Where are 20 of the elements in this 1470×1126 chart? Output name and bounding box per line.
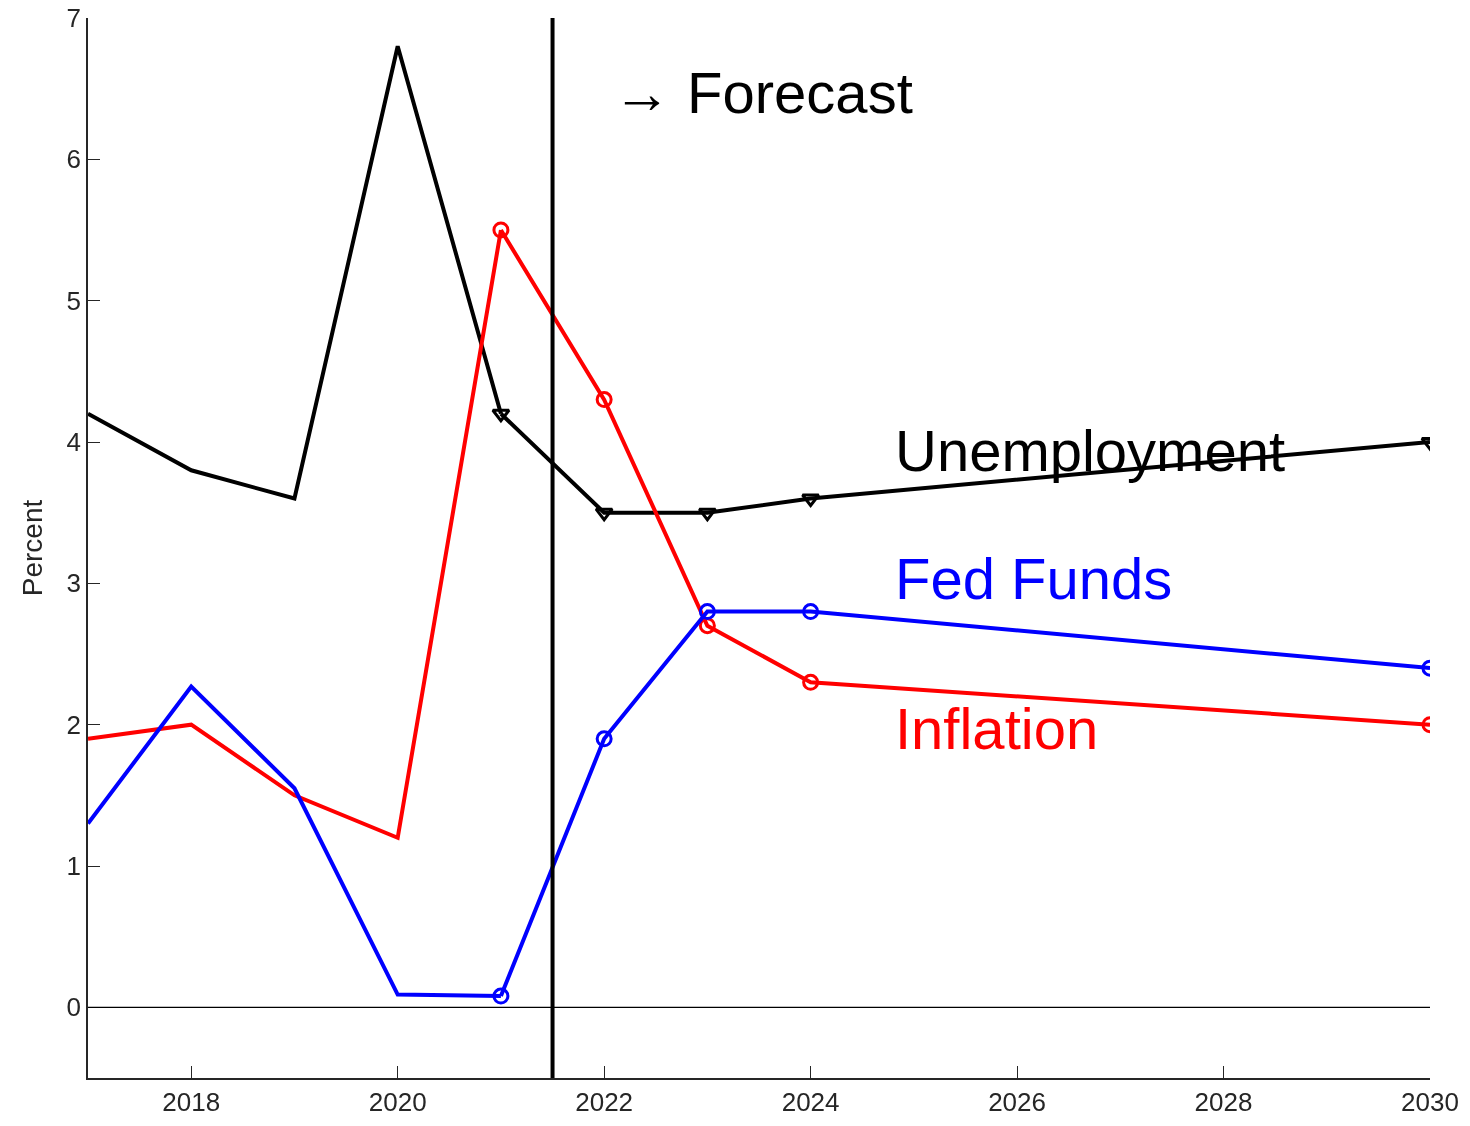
x-tick-label: 2028 xyxy=(1194,1086,1253,1117)
series-label: Inflation xyxy=(895,696,1099,761)
x-tick-label: 2020 xyxy=(368,1086,427,1117)
series-label: Unemployment xyxy=(895,418,1286,483)
y-tick-label: 4 xyxy=(66,427,82,458)
x-tick-label: 2030 xyxy=(1401,1086,1459,1117)
y-axis-title: Percent xyxy=(16,499,48,597)
y-tick-label: 2 xyxy=(66,709,82,740)
y-tick-label: 3 xyxy=(66,568,82,599)
y-tick-label: 0 xyxy=(66,992,82,1023)
x-tick-label: 2018 xyxy=(162,1086,221,1117)
y-tick-label: 5 xyxy=(66,285,82,316)
x-tick-label: 2022 xyxy=(575,1086,634,1117)
series-label: Fed Funds xyxy=(895,546,1173,611)
y-tick-label: 6 xyxy=(66,144,82,175)
x-tick-label: 2024 xyxy=(781,1086,840,1117)
annotation: → Forecast xyxy=(613,60,913,125)
y-tick-label: 7 xyxy=(66,3,82,34)
y-tick-label: 1 xyxy=(66,851,82,882)
x-tick-label: 2026 xyxy=(988,1086,1046,1117)
